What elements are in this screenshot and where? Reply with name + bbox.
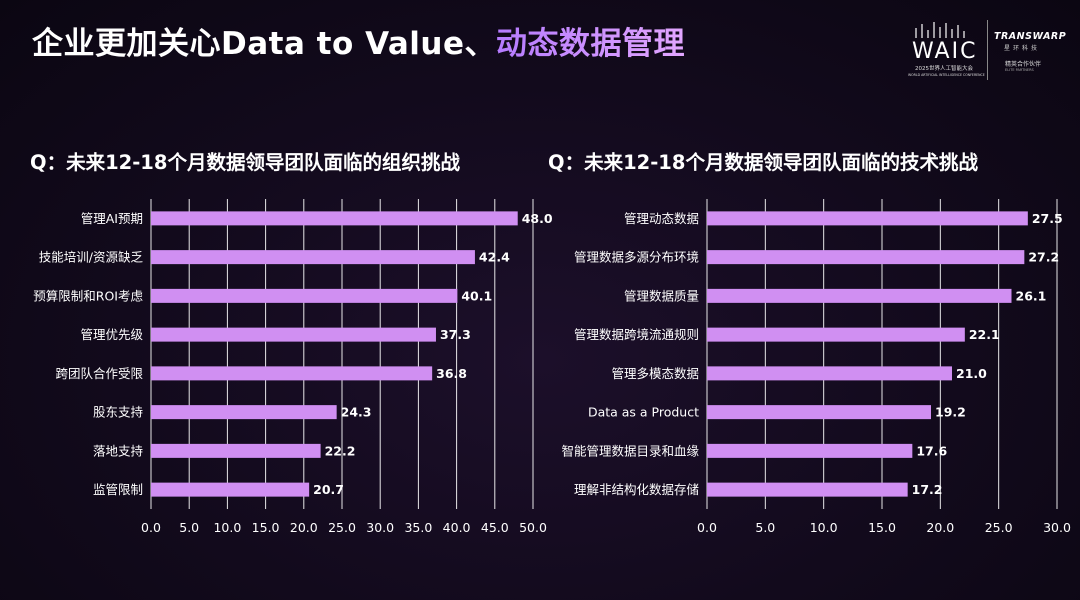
right-x-tick-label: 30.0 [1043,520,1071,535]
right-x-tick-label: 20.0 [926,520,954,535]
right-x-tick-label: 0.0 [697,520,717,535]
left-x-tick-label: 20.0 [290,520,318,535]
left-bar [151,405,337,420]
right-bar [707,288,1012,303]
left-category-label: 管理优先级 [80,327,143,342]
left-bar [151,366,433,381]
waic-logo-icon [915,22,965,38]
right-category-label: 管理多模态数据 [611,366,699,381]
right-value-label: 26.1 [1016,288,1047,303]
left-x-tick-label: 5.0 [179,520,199,535]
left-x-tick-label: 30.0 [366,520,394,535]
left-value-label: 40.1 [461,288,492,303]
right-bar [707,443,913,458]
logo-area: WAIC 2025世界人工智能大会 WORLD ARTIFICIAL INTELL… [908,16,1068,80]
left-value-label: 24.3 [341,405,372,420]
partner-en-label: ELITE PARTNERS [1005,68,1034,72]
waic-subtitle: 2025世界人工智能大会 WORLD ARTIFICIAL INTELLIGENC… [908,66,985,77]
right-category-label: 管理动态数据 [624,211,699,226]
right-x-tick-label: 10.0 [810,520,838,535]
slide-title: 企业更加关心Data to Value、动态数据管理 [32,18,685,63]
left-x-tick-label: 25.0 [328,520,356,535]
right-x-tick-label: 15.0 [868,520,896,535]
left-x-tick-label: 45.0 [481,520,509,535]
right-value-label: 22.1 [969,327,1000,342]
left-bar [151,288,458,303]
left-value-label: 37.3 [440,327,471,342]
left-x-tick-label: 15.0 [252,520,280,535]
right-category-label: Data as a Product [588,405,699,420]
right-value-label: 27.2 [1028,250,1059,265]
partner-label: 精英合作伙伴 [1005,61,1042,68]
left-bar [151,443,321,458]
left-category-label: 监管限制 [93,482,143,497]
left-chart-title: Q：未来12-18个月数据领导团队面临的组织挑战 [30,151,460,174]
right-bar [707,482,908,497]
left-x-tick-label: 0.0 [141,520,161,535]
logo-divider [987,20,988,80]
right-category-label: 管理数据多源分布环境 [574,250,699,265]
left-category-label: 落地支持 [93,443,143,458]
slide-title-main: 企业更加关心Data to Value、 [32,26,497,62]
right-value-label: 17.2 [912,482,943,497]
left-x-tick-label: 35.0 [404,520,432,535]
right-value-label: 17.6 [916,443,947,458]
right-x-tick-label: 5.0 [755,520,775,535]
right-category-label: 智能管理数据目录和血缘 [561,443,699,458]
left-category-label: 跨团队合作受限 [55,366,143,381]
right-chart-title: Q：未来12-18个月数据领导团队面临的技术挑战 [548,151,978,174]
right-value-label: 21.0 [956,366,987,381]
right-bar [707,366,952,381]
right-value-label: 19.2 [935,405,966,420]
right-x-tick-label: 25.0 [985,520,1013,535]
waic-logo-text: WAIC [912,39,978,64]
left-value-label: 20.7 [313,482,344,497]
left-bar [151,250,475,265]
right-category-label: 理解非结构化数据存储 [574,482,699,497]
transwarp-cn-text: 星环科技 [1004,45,1041,52]
left-value-label: 42.4 [479,250,510,265]
left-x-tick-label: 10.0 [213,520,241,535]
left-bar [151,211,518,226]
left-x-tick-label: 40.0 [443,520,471,535]
right-bar [707,327,965,342]
left-bar [151,327,436,342]
left-bar [151,482,310,497]
left-value-label: 36.8 [436,366,467,381]
left-value-label: 22.2 [325,443,356,458]
left-x-tick-label: 50.0 [519,520,547,535]
right-bar [707,250,1025,265]
left-category-label: 管理AI预期 [81,211,143,226]
left-category-label: 股东支持 [93,405,143,420]
right-value-label: 27.5 [1032,211,1063,226]
left-category-label: 技能培训/资源缺乏 [39,250,144,265]
right-bar [707,211,1028,226]
left-category-label: 预算限制和ROI考虑 [33,288,143,303]
right-category-label: 管理数据质量 [624,288,699,303]
slide-title-accent: 动态数据管理 [496,26,686,62]
left-value-label: 48.0 [522,211,553,226]
transwarp-logo-text: TRANSWARP [994,31,1067,42]
right-category-label: 管理数据跨境流通规则 [574,327,699,342]
right-bar [707,405,931,420]
